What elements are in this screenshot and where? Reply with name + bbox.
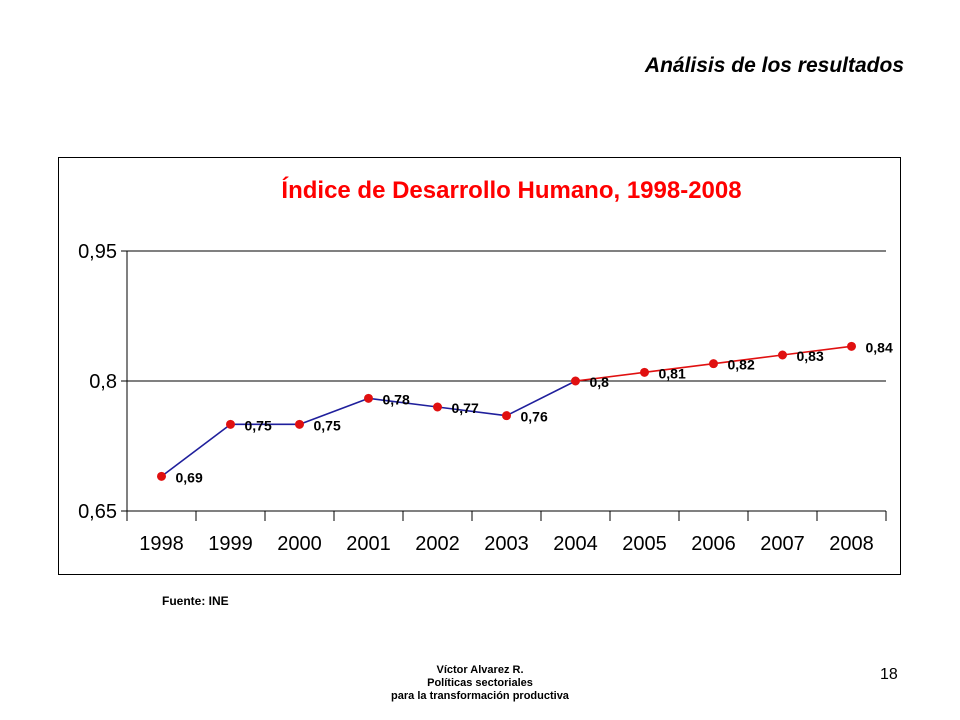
x-tick-label: 2004	[553, 533, 598, 555]
x-tick-label: 2001	[346, 533, 391, 555]
x-tick-label: 2002	[415, 533, 460, 555]
series-segment	[644, 362, 714, 374]
data-point	[847, 341, 856, 351]
data-point	[571, 376, 580, 386]
line-chart: Índice de Desarrollo Humano, 1998-2008 0,…	[78, 176, 893, 555]
x-tick-label: 2007	[760, 533, 805, 555]
series-segment	[161, 423, 231, 477]
y-tick-label: 0,65	[78, 501, 117, 523]
data-point	[640, 367, 649, 377]
data-label: 0,77	[452, 400, 479, 416]
data-point	[157, 471, 166, 481]
x-tick-label: 1998	[139, 533, 184, 555]
source-note: Fuente: INE	[162, 594, 229, 608]
series-segment	[575, 371, 645, 382]
data-label: 0,75	[314, 417, 341, 433]
data-point	[502, 411, 511, 421]
chart-title: Índice de Desarrollo Humano, 1998-2008	[281, 176, 741, 204]
x-tick-label: 2006	[691, 533, 736, 555]
footer: Víctor Alvarez R. Políticas sectoriales …	[330, 664, 630, 703]
data-label: 0,82	[728, 357, 755, 373]
x-tick-label: 2003	[484, 533, 529, 555]
data-label: 0,83	[797, 348, 824, 364]
footer-subtitle: para la transformación productiva	[391, 690, 569, 702]
series-segment	[299, 397, 369, 426]
data-label: 0,81	[659, 365, 686, 381]
x-tick-label: 2000	[277, 533, 322, 555]
page-number: 18	[880, 666, 898, 683]
series-segment	[368, 397, 438, 408]
footer-author: Víctor Alvarez R.	[436, 664, 524, 676]
data-point	[364, 393, 373, 403]
x-tick-label: 2008	[829, 533, 874, 555]
data-label: 0,76	[521, 409, 548, 425]
data-label: 0,75	[245, 417, 272, 433]
series-segment	[713, 354, 783, 365]
data-label: 0,8	[590, 374, 610, 390]
x-tick-label: 2005	[622, 533, 667, 555]
y-tick-label: 0,95	[78, 241, 117, 263]
y-tick-label: 0,8	[89, 371, 117, 393]
x-tick-label: 1999	[208, 533, 253, 555]
data-point	[226, 419, 235, 429]
chart-frame: Índice de Desarrollo Humano, 1998-2008 0,…	[58, 157, 901, 575]
data-label: 0,78	[383, 391, 410, 407]
data-label: 0,84	[866, 339, 893, 355]
series-segment	[506, 380, 576, 417]
data-point	[778, 350, 787, 360]
data-point	[433, 402, 442, 412]
slide-title: Análisis de los resultados	[644, 54, 904, 77]
footer-course: Políticas sectoriales	[427, 677, 533, 689]
data-point	[709, 359, 718, 369]
series-segment	[437, 406, 507, 417]
data-label: 0,69	[176, 469, 203, 485]
series-segment	[782, 345, 852, 356]
data-point	[295, 419, 304, 429]
